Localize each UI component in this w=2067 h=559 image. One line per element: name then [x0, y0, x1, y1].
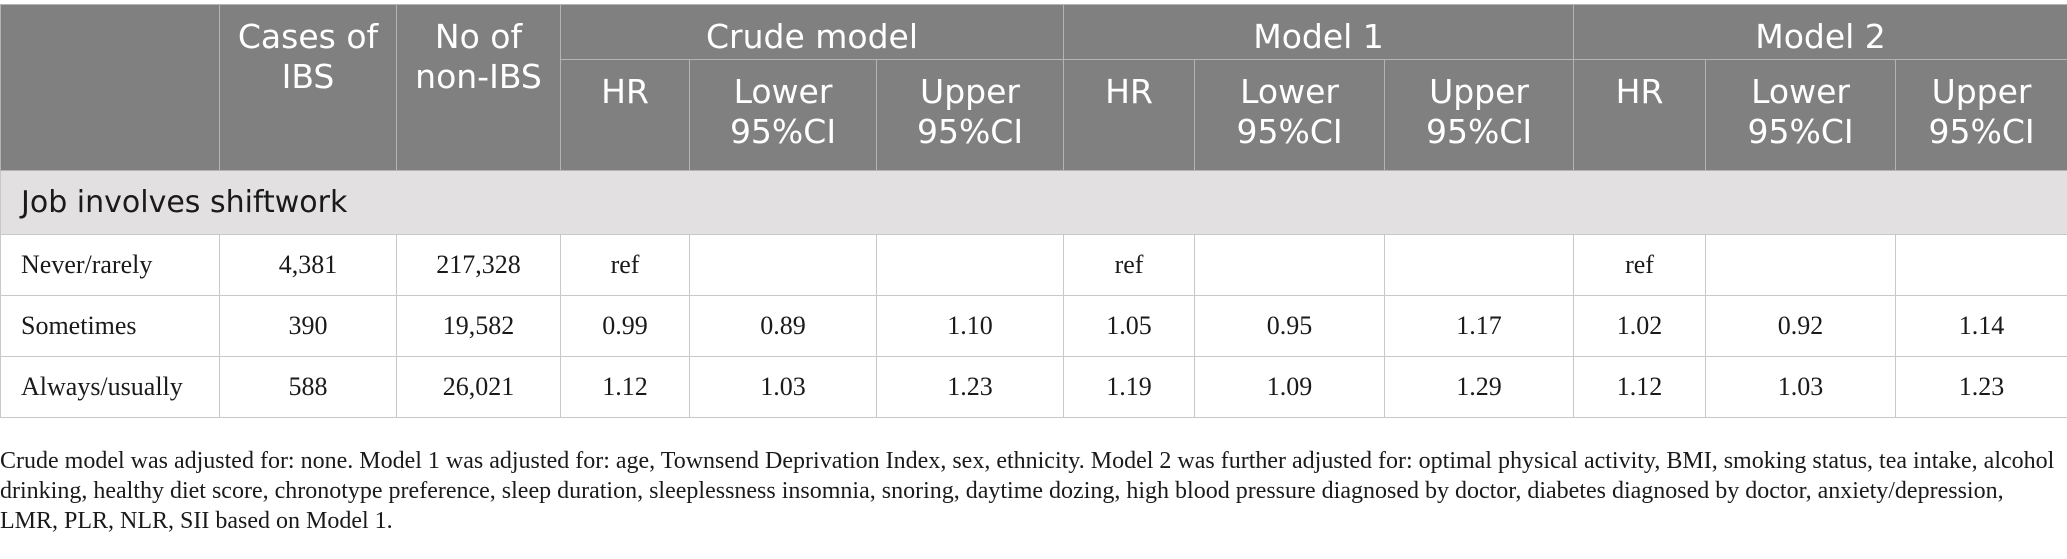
cell-model1-hr: 1.05: [1063, 295, 1196, 357]
cell-cases: 588: [219, 356, 397, 418]
cell-crude-upper: 1.23: [875, 356, 1065, 418]
cell-crude-lower: 1.03: [689, 356, 877, 418]
cell-crude-hr: ref: [560, 234, 690, 296]
cell-non-ibs: 217,328: [396, 234, 561, 296]
row-label: Always/usually: [0, 356, 220, 418]
cell-cases: 4,381: [219, 234, 397, 296]
cell-model2-lower: 1.03: [1705, 356, 1897, 418]
cell-model1-lower: 1.09: [1194, 356, 1386, 418]
header-model1-upper-ci: Upper 95%CI: [1384, 59, 1575, 171]
header-blank-cell: [0, 4, 220, 171]
table-footnote: Crude model was adjusted for: none. Mode…: [0, 448, 2055, 534]
cell-model2-upper: 1.23: [1895, 356, 2067, 418]
header-no-of-non-ibs: No of non-IBS: [396, 4, 561, 171]
cell-crude-hr: 0.99: [560, 295, 690, 357]
table-body: Job involves shiftwork Never/rarely 4,38…: [0, 170, 2067, 418]
cell-model2-hr: 1.02: [1573, 295, 1707, 357]
cell-model2-hr: ref: [1573, 234, 1707, 296]
table-row: Always/usually 588 26,021 1.12 1.03 1.23…: [0, 356, 2067, 418]
cell-model1-upper: [1384, 234, 1575, 296]
header-cases-of-ibs: Cases of IBS: [219, 4, 397, 171]
header-model1-lower-ci: Lower 95%CI: [1194, 59, 1386, 171]
header-crude-hr: HR: [560, 59, 690, 171]
row-label: Never/rarely: [0, 234, 220, 296]
hazard-ratio-table: Cases of IBS No of non-IBS Crude model M…: [0, 4, 2067, 418]
cell-cases: 390: [219, 295, 397, 357]
cell-non-ibs: 26,021: [396, 356, 561, 418]
table-header: Cases of IBS No of non-IBS Crude model M…: [0, 4, 2067, 171]
table-row: Sometimes 390 19,582 0.99 0.89 1.10 1.05…: [0, 295, 2067, 357]
cell-crude-upper: [875, 234, 1065, 296]
results-table-container: Cases of IBS No of non-IBS Crude model M…: [0, 4, 2067, 418]
cell-model1-hr: ref: [1063, 234, 1196, 296]
cell-crude-hr: 1.12: [560, 356, 690, 418]
cell-model2-upper: 1.14: [1895, 295, 2067, 357]
cell-crude-lower: 0.89: [689, 295, 877, 357]
cell-model2-hr: 1.12: [1573, 356, 1707, 418]
header-model-1: Model 1: [1063, 4, 1575, 60]
header-model2-lower-ci: Lower 95%CI: [1705, 59, 1897, 171]
row-label: Sometimes: [0, 295, 220, 357]
cell-model2-lower: 0.92: [1705, 295, 1897, 357]
header-crude-upper-ci: Upper 95%CI: [875, 59, 1065, 171]
cell-model1-upper: 1.17: [1384, 295, 1575, 357]
cell-model1-hr: 1.19: [1063, 356, 1196, 418]
table-row: Never/rarely 4,381 217,328 ref ref ref: [0, 234, 2067, 296]
cell-crude-upper: 1.10: [875, 295, 1065, 357]
header-model2-upper-ci: Upper 95%CI: [1895, 59, 2067, 171]
cell-model1-upper: 1.29: [1384, 356, 1575, 418]
cell-model1-lower: 0.95: [1194, 295, 1386, 357]
cell-model2-lower: [1705, 234, 1897, 296]
header-crude-lower-ci: Lower 95%CI: [689, 59, 877, 171]
header-model-2: Model 2: [1573, 4, 2067, 60]
header-model1-hr: HR: [1063, 59, 1196, 171]
section-row: Job involves shiftwork: [0, 170, 2067, 235]
header-model2-hr: HR: [1573, 59, 1707, 171]
cell-crude-lower: [689, 234, 877, 296]
cell-model2-upper: [1895, 234, 2067, 296]
header-crude-model: Crude model: [559, 4, 1065, 60]
cell-non-ibs: 19,582: [396, 295, 561, 357]
cell-model1-lower: [1194, 234, 1386, 296]
section-title: Job involves shiftwork: [0, 170, 2067, 235]
